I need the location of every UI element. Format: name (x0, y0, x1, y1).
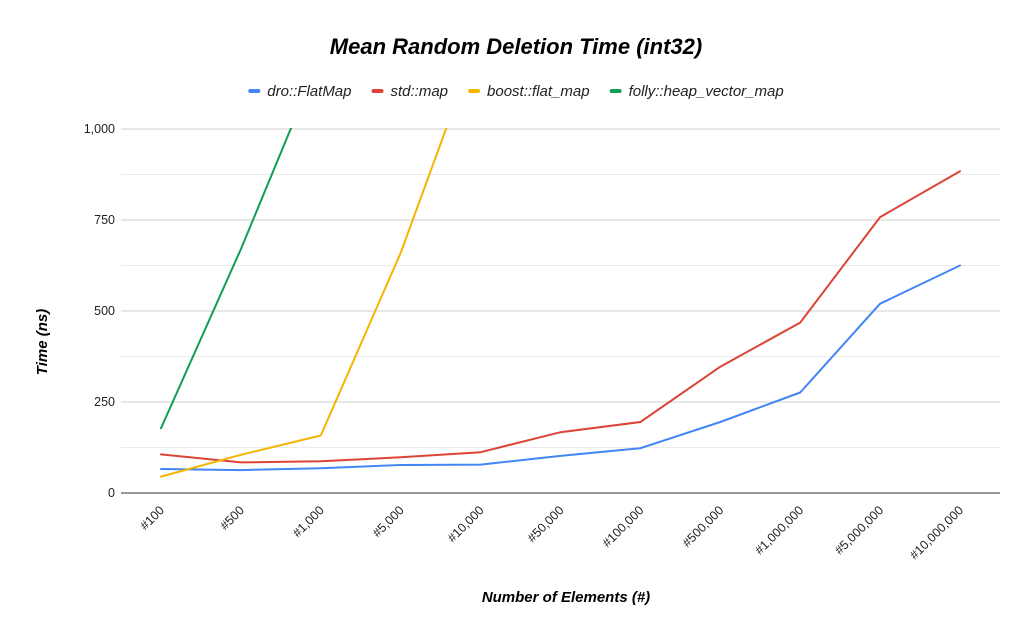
x-tick-label: #100 (138, 503, 168, 533)
grid (121, 128, 1000, 448)
series-line (160, 128, 448, 478)
series-lines (160, 128, 961, 478)
legend-item: dro::FlatMap (248, 83, 352, 100)
legend-swatch (248, 89, 261, 93)
x-tick-label: #100,000 (600, 503, 647, 550)
series-line (160, 128, 293, 430)
x-tick-label: #1,000 (290, 503, 327, 540)
y-tick-label: 500 (94, 304, 115, 318)
y-axis-title: Time (ns) (34, 309, 51, 375)
legend-label: folly::heap_vector_map (629, 83, 784, 100)
series-line (160, 170, 961, 464)
legend: dro::FlatMap std::map boost::flat_map folly… (248, 83, 784, 100)
legend-swatch (371, 89, 384, 93)
y-axis-ticks: 0 250 500 750 1,000 (84, 122, 115, 500)
x-tick-label: #5,000,000 (832, 503, 886, 557)
x-tick-label: #5,000 (370, 503, 407, 540)
legend-label: dro::FlatMap (267, 83, 351, 100)
y-tick-label: 750 (94, 213, 115, 227)
series-line (160, 264, 961, 472)
chart-title: Mean Random Deletion Time (int32) (330, 34, 702, 59)
legend-label: boost::flat_map (487, 83, 590, 100)
x-axis-title: Number of Elements (#) (482, 589, 650, 606)
x-axis-ticks: #100 #500 #1,000 #5,000 #10,000 #50,000 #100,0… (138, 503, 967, 562)
legend-item: boost::flat_map (468, 83, 590, 100)
legend-item: std::map (371, 83, 449, 100)
y-tick-label: 1,000 (84, 122, 115, 136)
y-tick-label: 0 (108, 486, 115, 500)
legend-label: std::map (391, 83, 449, 100)
y-tick-label: 250 (94, 395, 115, 409)
x-tick-label: #10,000,000 (907, 503, 966, 562)
x-tick-label: #10,000 (445, 503, 487, 545)
legend-item: folly::heap_vector_map (609, 83, 784, 100)
x-tick-label: #1,000,000 (752, 503, 806, 557)
x-tick-label: #500 (217, 503, 247, 533)
legend-swatch (468, 89, 481, 93)
x-tick-label: #50,000 (525, 503, 567, 545)
x-tick-label: #500,000 (680, 503, 727, 550)
legend-swatch (609, 89, 622, 93)
